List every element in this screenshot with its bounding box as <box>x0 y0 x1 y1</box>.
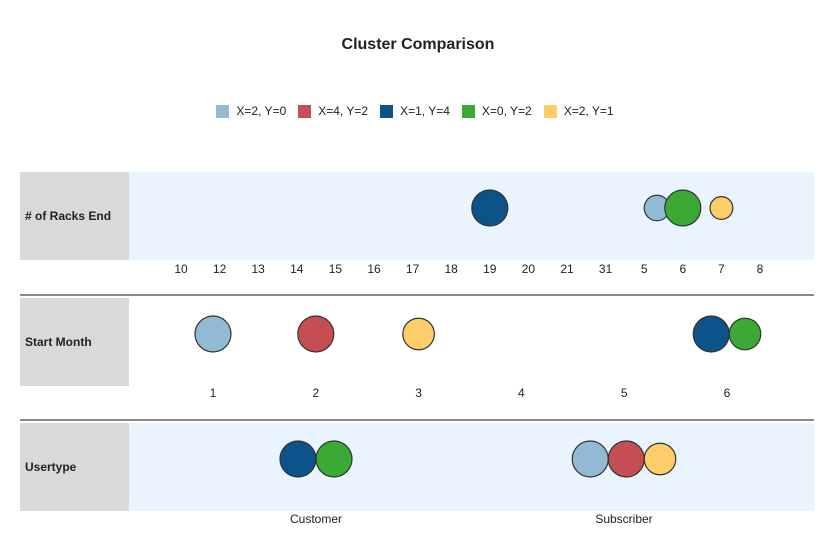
bubble-point[interactable] <box>709 196 734 220</box>
row-label-usertype: Usertype <box>20 423 129 511</box>
tick-label: 2 <box>312 386 320 400</box>
tick-label: 31 <box>598 262 613 276</box>
bubble-point[interactable] <box>402 317 435 351</box>
tick-label: Customer <box>289 512 343 526</box>
legend-label: X=1, Y=4 <box>400 104 450 118</box>
tick-label: 19 <box>483 262 497 276</box>
row-separator <box>20 419 814 421</box>
chart-title: Cluster Comparison <box>341 36 495 53</box>
legend-item[interactable]: X=0, Y=2 <box>461 104 532 118</box>
legend-item[interactable]: X=4, Y=2 <box>298 104 368 118</box>
tick-label: 7 <box>718 262 725 276</box>
legend-item[interactable]: X=1, Y=4 <box>380 104 450 118</box>
tick-label: 3 <box>415 386 422 400</box>
legend-label: X=4, Y=2 <box>318 104 369 118</box>
tick-label: 21 <box>560 262 574 276</box>
tick-label: 18 <box>444 262 458 276</box>
tick-label: Subscriber <box>595 512 653 526</box>
legend: X=2, Y=0 X=4, Y=2 X=1, Y=4 X=0, Y=2 X=2,… <box>0 104 820 118</box>
legend-swatch <box>543 104 557 118</box>
legend-item[interactable]: X=2, Y=0 <box>216 104 286 118</box>
tick-label: 5 <box>620 386 628 400</box>
legend-label: X=0, Y=2 <box>481 104 532 118</box>
tick-label: 14 <box>290 262 304 276</box>
legend-swatch <box>380 104 394 118</box>
row-plot-area-racks <box>129 172 814 260</box>
legend-label: X=2, Y=0 <box>236 104 287 118</box>
row-label-racks: # of Racks End <box>20 172 129 260</box>
bubble-point[interactable] <box>607 440 645 478</box>
tick-label: 20 <box>521 262 536 276</box>
bubble-point[interactable] <box>471 189 509 227</box>
bubble-point[interactable] <box>643 442 677 476</box>
tick-label: 15 <box>328 262 343 276</box>
tick-label: 4 <box>518 386 525 400</box>
bubble-point[interactable] <box>571 440 609 478</box>
legend-swatch <box>298 104 312 118</box>
row-separator <box>20 294 814 296</box>
bubble-point[interactable] <box>194 315 232 353</box>
tick-label: 17 <box>405 262 420 276</box>
legend-item[interactable]: X=2, Y=1 <box>543 104 614 118</box>
bubble-point[interactable] <box>692 315 730 353</box>
bubble-point[interactable] <box>728 317 762 351</box>
legend-label: X=2, Y=1 <box>563 104 614 118</box>
row-plot-area-usertype <box>129 423 814 511</box>
row-label-start-month: Start Month <box>20 298 129 386</box>
tick-label: 5 <box>640 262 648 276</box>
bubble-point[interactable] <box>279 440 317 478</box>
tick-label: 6 <box>679 262 687 276</box>
legend-swatch <box>461 104 475 118</box>
tick-label: 16 <box>367 262 381 276</box>
bubble-point[interactable] <box>315 440 353 478</box>
legend-swatch <box>216 104 230 118</box>
tick-label: 13 <box>251 262 265 276</box>
bubble-point[interactable] <box>297 315 335 353</box>
tick-label: 1 <box>209 386 217 400</box>
tick-label: 12 <box>212 262 227 276</box>
bubble-point[interactable] <box>664 189 702 227</box>
tick-label: 8 <box>756 262 764 276</box>
tick-label: 10 <box>174 262 188 276</box>
tick-label: 6 <box>723 386 731 400</box>
